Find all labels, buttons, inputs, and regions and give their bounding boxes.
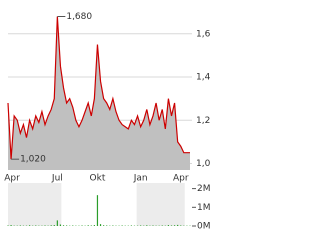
y-tick-label: 1,6: [196, 29, 211, 39]
volume-bar: [66, 225, 68, 226]
volume-bar: [28, 225, 31, 226]
volume-bar: [121, 225, 123, 226]
volume-band: [136, 183, 185, 226]
y-tick-label: 2M: [197, 184, 211, 194]
volume-bar: [87, 225, 89, 226]
volume-bar: [50, 225, 52, 226]
price-line: [7, 16, 190, 160]
y-tick-label: 1M: [197, 203, 211, 213]
x-tick-label: Okt: [90, 174, 106, 184]
volume-bar: [53, 225, 55, 226]
volume-bar: [93, 225, 95, 226]
volume-bar: [152, 225, 154, 226]
volume-bar: [130, 225, 132, 226]
volume-bar: [106, 225, 108, 226]
annotation: 1,020: [20, 155, 46, 165]
volume-bar: [81, 225, 83, 226]
price-area: [8, 16, 190, 171]
volume-bar: [44, 225, 46, 226]
y-tick-label: 0M: [197, 222, 211, 232]
annotation: 1,680: [66, 12, 92, 22]
volume-bar: [99, 224, 102, 226]
volume-bar: [161, 225, 163, 226]
volume-bar: [167, 225, 170, 226]
volume-bar: [59, 224, 62, 226]
volume-bar: [112, 225, 114, 226]
y-tick-label: 1,0: [196, 159, 211, 169]
x-tick-label: Apr: [173, 174, 189, 184]
volume-bar: [177, 224, 179, 226]
volume-bar: [170, 225, 173, 226]
y-tick-label: 1,2: [196, 116, 210, 126]
volume-bar: [62, 225, 65, 226]
volume-bar: [173, 225, 176, 226]
volume-bar: [19, 225, 21, 226]
volume-bar: [35, 225, 37, 226]
x-tick-label: Jan: [133, 174, 148, 184]
volume-bar: [7, 225, 9, 226]
y-tick-label: 1,4: [196, 73, 211, 83]
volume-bar: [72, 225, 74, 226]
volume-bar: [140, 225, 142, 226]
x-tick-label: Apr: [4, 174, 20, 184]
stock-chart: 1,0 1,2 1,4 1,6 Apr Jul Okt Jan Apr 1,680 1,020 0M 1…: [4, 12, 211, 232]
volume-bar: [103, 225, 105, 226]
volume-band: [8, 183, 62, 226]
volume-bar: [56, 220, 58, 226]
volume-bar: [180, 225, 182, 226]
volume-bar: [10, 225, 12, 226]
volume-bar: [96, 195, 99, 226]
volume-bar: [146, 225, 148, 226]
x-tick-label: Jul: [51, 174, 63, 184]
volume-bar: [90, 225, 92, 226]
